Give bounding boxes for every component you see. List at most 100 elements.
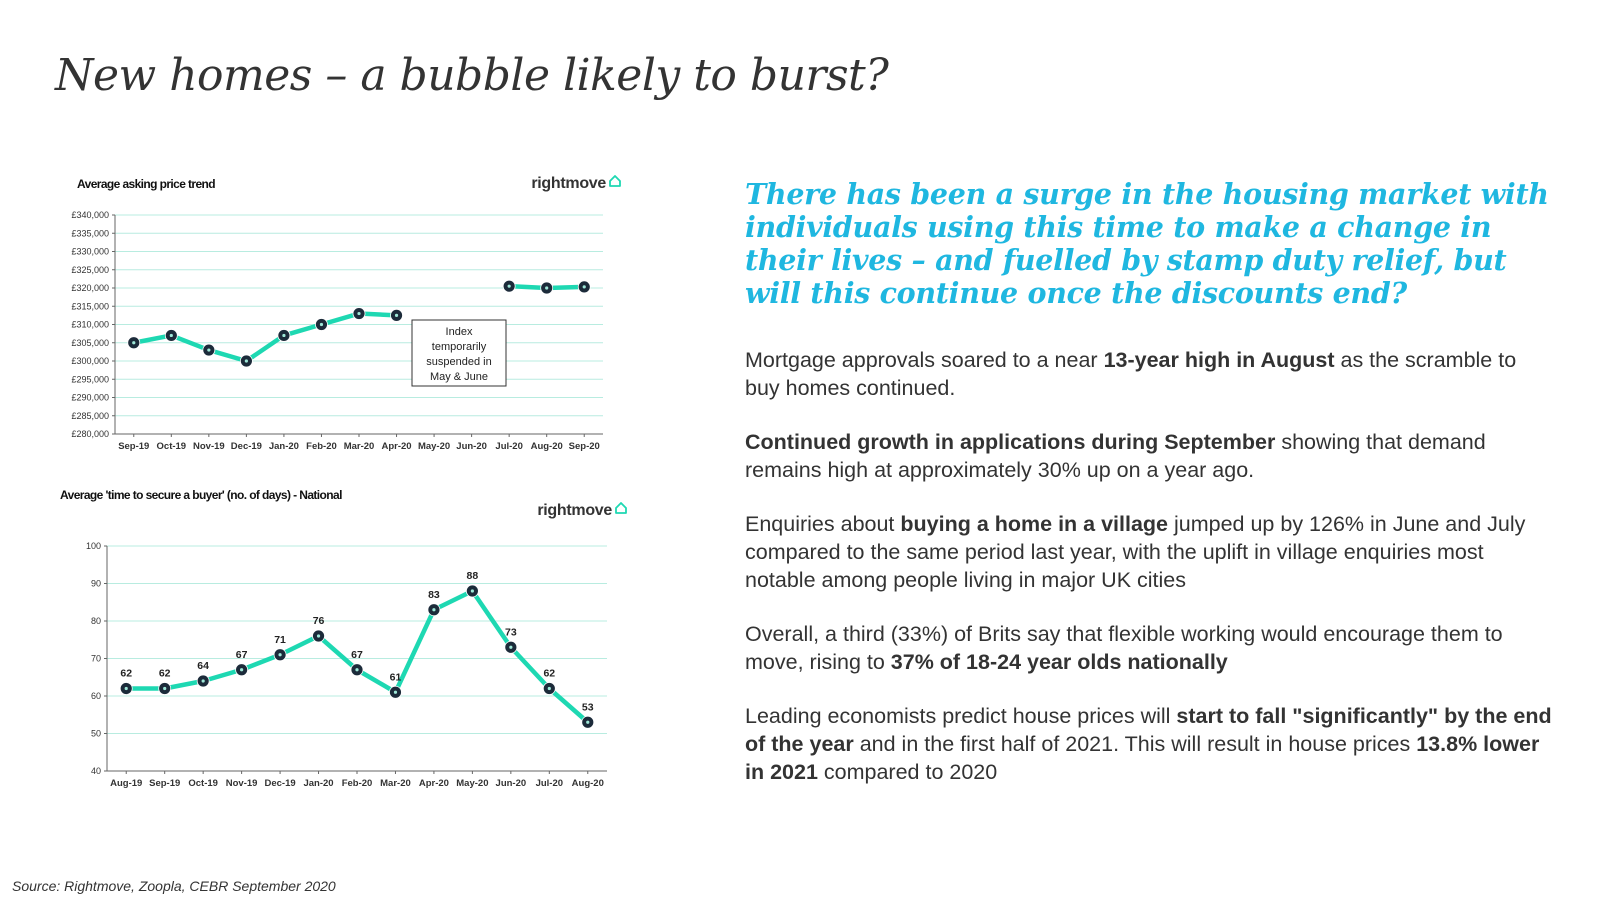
data-point-center (394, 313, 399, 317)
data-point-center (586, 720, 590, 724)
key-point-emphasis: buying a home in a village (900, 512, 1169, 536)
x-tick-label: Oct-19 (188, 778, 218, 789)
data-label: 83 (428, 589, 440, 601)
key-points: Mortgage approvals soared to a near 13-y… (745, 346, 1555, 786)
key-point-2: Continued growth in applications during … (745, 428, 1555, 484)
key-point-emphasis: 13-year high in August (1103, 348, 1335, 372)
x-tick-label: Jul-20 (536, 778, 563, 789)
annotation-line: suspended in (426, 356, 491, 368)
y-tick-label: £320,000 (71, 283, 109, 293)
data-label: 62 (159, 668, 171, 680)
data-label: 61 (390, 671, 402, 683)
data-point-center (207, 348, 211, 352)
key-point-text: Overall, a third (33%) of Brits say that… (745, 622, 1503, 674)
rightmove-logo: rightmove (531, 175, 606, 192)
x-tick-label: Aug-19 (110, 778, 142, 789)
asking-price-chart: Average asking price trend rightmove £280,… (55, 170, 645, 470)
house-outline (609, 175, 621, 187)
asking-price-chart-svg: Average asking price trend rightmove £280,… (71, 175, 621, 452)
annotation-line: May & June (430, 371, 488, 383)
y-tick-label: 100 (86, 541, 101, 551)
x-tick-label: Dec-19 (264, 778, 295, 789)
y-tick-label: 50 (91, 729, 101, 739)
data-point-center (169, 333, 173, 338)
y-tick-label: 70 (91, 654, 101, 664)
x-tick-label: May-20 (418, 441, 450, 452)
key-point-text: Mortgage approvals soared to a near (745, 348, 1104, 372)
data-point-center (124, 686, 128, 691)
chart-title: Average asking price trend (77, 177, 215, 191)
x-tick-label: Mar-20 (344, 441, 375, 452)
key-point-text: and in the first half of 2021. This will… (853, 732, 1417, 756)
key-point-3: Enquiries about buying a home in a villa… (745, 510, 1555, 594)
y-tick-label: £300,000 (71, 356, 109, 366)
y-tick-label: £315,000 (71, 301, 109, 311)
data-label: 73 (505, 626, 517, 638)
data-label: 62 (543, 668, 555, 680)
chart-title: Average 'time to secure a buyer' (no. of… (60, 488, 342, 502)
data-point-center (582, 285, 586, 289)
data-label: 67 (351, 649, 363, 661)
key-point-5: Leading economists predict house prices … (745, 702, 1555, 786)
rightmove-logo: rightmove (537, 502, 612, 519)
x-tick-label: Aug-20 (531, 441, 563, 452)
y-tick-label: £340,000 (71, 210, 109, 220)
annotation-line: temporarily (432, 341, 487, 353)
data-point-center (470, 589, 474, 593)
x-tick-label: Sep-19 (149, 778, 180, 789)
data-point-center (316, 634, 321, 638)
y-tick-label: £285,000 (71, 411, 109, 421)
x-tick-label: Nov-19 (226, 778, 258, 789)
y-tick-label: 80 (91, 616, 101, 626)
commentary-panel: There has been a surge in the housing ma… (745, 178, 1555, 812)
data-point-center (357, 311, 361, 316)
x-tick-label: Apr-20 (419, 778, 449, 789)
time-to-sell-chart: Average 'time to secure a buyer' (no. of… (55, 488, 645, 820)
x-tick-label: Oct-19 (157, 441, 187, 452)
data-point-center (545, 286, 549, 290)
data-point-center (507, 284, 511, 288)
annotation-box (411, 319, 507, 387)
data-point-center (355, 668, 359, 672)
key-point-emphasis: 37% of 18-24 year olds nationally (890, 650, 1228, 674)
annotation-line: Index (446, 326, 473, 338)
x-tick-label: May-20 (456, 778, 488, 789)
data-point-center (244, 359, 248, 363)
data-point-center (509, 645, 513, 649)
data-point-center (432, 608, 436, 612)
y-tick-label: £335,000 (71, 228, 109, 238)
x-tick-label: Mar-20 (380, 778, 411, 789)
x-tick-label: Jun-20 (496, 778, 527, 789)
y-tick-label: 40 (91, 766, 101, 776)
series-line (131, 311, 399, 364)
data-label: 53 (582, 701, 594, 713)
data-label: 71 (274, 634, 286, 646)
source-note: Source: Rightmove, Zoopla, CEBR Septembe… (12, 878, 336, 894)
x-tick-label: Dec-19 (231, 441, 262, 452)
x-tick-label: Feb-20 (306, 441, 337, 452)
data-point-center (132, 341, 136, 345)
x-tick-label: Feb-20 (342, 778, 373, 789)
key-point-text: jumped up by 126% in June and July compa… (745, 512, 1526, 592)
data-point-center (547, 686, 551, 691)
x-tick-label: Nov-19 (193, 441, 225, 452)
data-label: 64 (197, 660, 209, 672)
data-label: 67 (236, 649, 248, 661)
y-tick-label: £310,000 (71, 320, 109, 330)
data-point-center (240, 668, 244, 672)
data-point-center (282, 333, 286, 338)
x-tick-label: Jan-20 (269, 441, 299, 452)
data-point-center (201, 679, 205, 683)
data-label: 76 (313, 615, 325, 627)
x-tick-label: Jul-20 (495, 441, 522, 452)
data-point-center (278, 653, 282, 657)
key-point-emphasis: 13.8% lower in 2021 (745, 732, 1540, 784)
x-tick-label: Sep-20 (569, 441, 600, 452)
y-tick-label: £325,000 (71, 265, 109, 275)
data-point-center (319, 322, 324, 327)
data-label: 88 (467, 570, 479, 582)
suspension-annotation: Index temporarily suspended in May & June (411, 319, 507, 387)
rightmove-house-icon (615, 502, 627, 514)
data-point-center (393, 690, 398, 694)
key-point-text: Leading economists predict house prices … (745, 704, 1177, 728)
